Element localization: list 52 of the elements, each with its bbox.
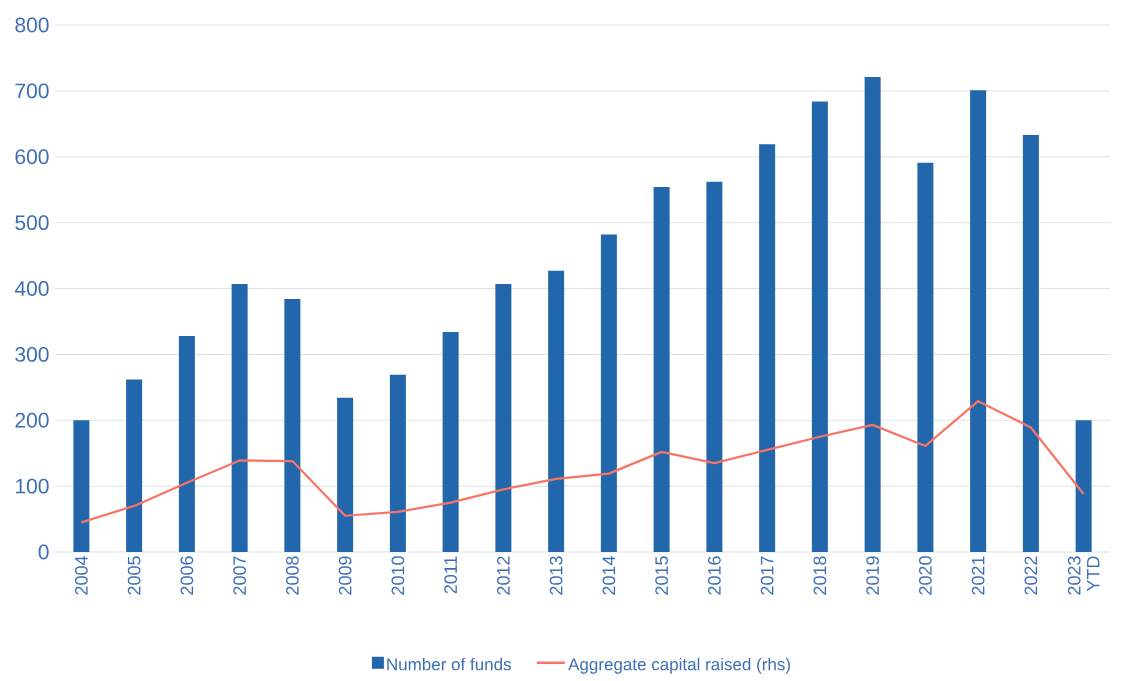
x-tick-label: 2021 (971, 556, 985, 595)
x-tick-label: 2022 (1024, 556, 1038, 595)
x-tick-label: 2020 (919, 556, 932, 595)
x-tick-label: 2011 (444, 556, 457, 594)
bar (495, 283, 512, 552)
y-tick-label: 700 (15, 83, 49, 99)
x-tick-label: 2010 (391, 556, 405, 595)
x-tick-label: 2007 (233, 556, 246, 595)
y-tick-label: 300 (15, 346, 49, 362)
bar (442, 331, 459, 552)
bar (231, 283, 248, 552)
x-tick-label: 2023 YTD (1067, 556, 1100, 595)
x-tick-label: 2012 (497, 556, 510, 595)
bar (126, 379, 143, 552)
legend-label: Aggregate capital raised (rhs) (568, 657, 790, 674)
bar (759, 144, 776, 552)
x-tick-label: 2009 (338, 556, 352, 595)
bar (653, 187, 670, 552)
bar (178, 335, 195, 552)
bar (706, 181, 723, 552)
x-tick-label: 2013 (549, 556, 563, 595)
bar (811, 101, 828, 552)
x-tick-label: 2017 (760, 556, 774, 595)
bar (389, 374, 406, 552)
y-tick-label: 600 (15, 149, 49, 165)
x-tick-label: 2008 (286, 556, 299, 595)
x-tick-label: 2014 (602, 556, 616, 595)
y-tick-label: 400 (14, 281, 49, 296)
y-tick-label: 200 (15, 412, 49, 428)
line-series (80, 400, 1085, 524)
x-tick-label: 2019 (866, 556, 879, 595)
legend-label: Number of funds (387, 657, 511, 671)
bar (73, 420, 90, 552)
y-tick-label: 500 (15, 215, 49, 231)
bar (970, 90, 987, 552)
bar (864, 77, 881, 552)
bar (337, 397, 354, 552)
y-tick-label: 0 (38, 544, 49, 560)
y-tick-label: 800 (15, 17, 49, 33)
bar (917, 162, 934, 552)
bar (600, 234, 617, 552)
bar (1075, 420, 1092, 552)
x-tick-label: 2015 (655, 556, 668, 595)
x-tick-label: 2006 (180, 556, 194, 595)
x-tick-label: 2016 (708, 556, 721, 595)
y-tick-label: 100 (16, 478, 49, 494)
bar (548, 270, 565, 552)
x-tick-label: 2004 (75, 556, 88, 595)
x-tick-label: 2018 (813, 556, 827, 595)
bar (1022, 135, 1039, 552)
x-tick-label: 2005 (127, 556, 141, 595)
bar (284, 299, 301, 552)
